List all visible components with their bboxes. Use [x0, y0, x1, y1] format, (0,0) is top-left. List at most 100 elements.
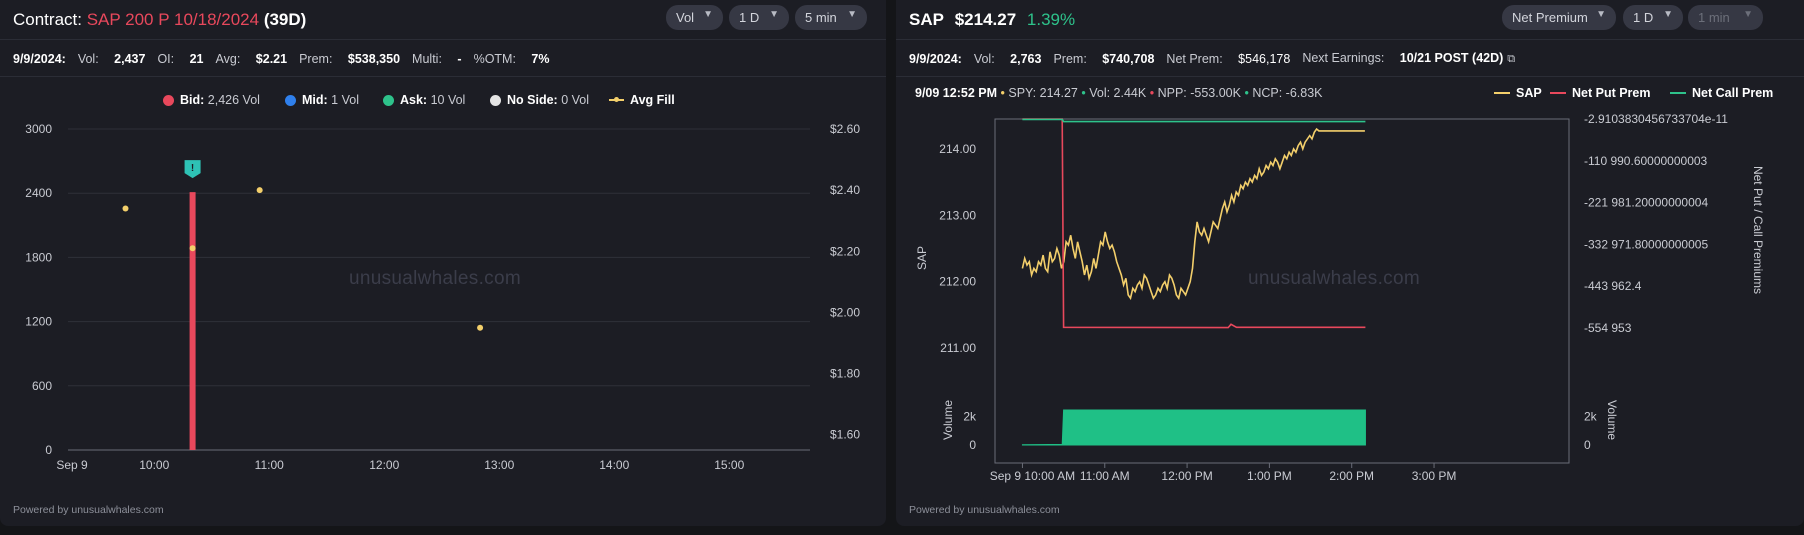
- option-volume-panel: Contract: SAP 200 P 10/18/2024 (39D) Vol…: [0, 0, 886, 526]
- x-tick-label: Sep 9: [56, 458, 88, 472]
- stat-volume: Vol: 2,763: [973, 51, 1042, 66]
- stats-date: 9/9/2024:: [13, 51, 66, 66]
- info-ncp: NCP: -6.83K: [1252, 86, 1323, 100]
- alert-flag-icon: [184, 160, 201, 179]
- stats-date: 9/9/2024:: [909, 51, 962, 66]
- y-right-tick-label: $1.60: [830, 428, 860, 442]
- y-right-tick-label: $2.20: [830, 244, 860, 258]
- y-left-tick-label: 0: [45, 443, 52, 457]
- x-tick-label: 14:00: [599, 458, 629, 472]
- ask-dot-icon: [383, 94, 394, 106]
- chevron-down-icon: ▼: [1743, 9, 1753, 20]
- chevron-down-icon: ▼: [1596, 9, 1606, 20]
- chevron-down-icon: ▼: [703, 9, 713, 20]
- range-dropdown-value: 1 D: [1633, 10, 1654, 25]
- legend-sap[interactable]: SAP: [1494, 86, 1542, 100]
- premium-type-dropdown-value: Net Premium: [1512, 10, 1588, 25]
- stat-premium: Prem: $538,350: [299, 51, 401, 66]
- interval-dropdown-value: 5 min: [805, 10, 837, 25]
- volume-tick-label: 0: [969, 438, 976, 452]
- net-call-line-icon: [1670, 92, 1686, 94]
- mid-dot-icon: [285, 94, 296, 106]
- stat-oi: OI: 21: [157, 51, 204, 66]
- y-right-tick-label: $2.00: [830, 305, 860, 319]
- x-tick-label: 3:00 PM: [1412, 469, 1457, 483]
- x-tick-label: 10:00: [139, 458, 169, 472]
- stat-multi: Multi: -: [412, 51, 462, 66]
- watermark: unusualwhales.com: [1248, 268, 1420, 289]
- ticker-symbol[interactable]: SAP: [909, 9, 944, 29]
- metric-dropdown[interactable]: Vol ▼: [666, 5, 723, 30]
- option-volume-chart: 0 600 1200 1800 2400 3000 $1.60 $1.80 $2.00 $2.20…: [25, 122, 860, 472]
- y-right-tick-label: -554 953: [1584, 321, 1632, 335]
- y-left-axis-label: SAP: [915, 246, 929, 270]
- contract-name[interactable]: SAP 200 P 10/18/2024: [86, 9, 260, 29]
- y-left-tick-label: 213.00: [939, 208, 976, 222]
- contract-title: Contract: SAP 200 P 10/18/2024 (39D): [13, 10, 306, 30]
- crosshair-info: 9/09 12:52 PM • SPY: 214.27 • Vol: 2.44K…: [915, 86, 1323, 100]
- legend-net-put[interactable]: Net Put Prem: [1550, 86, 1651, 100]
- avg-fill-point: [122, 205, 129, 212]
- info-npp: NPP: -553.00K: [1157, 86, 1241, 100]
- contract-stats-bar: 9/9/2024: Vol: 2,437 OI: 21 Avg: $2.21 P…: [0, 41, 886, 77]
- stat-premium: Prem: $740,708: [1053, 51, 1155, 66]
- x-tick-label: 12:00: [369, 458, 399, 472]
- legend-no-side[interactable]: No Side: 0 Vol: [490, 93, 589, 107]
- legend-net-call[interactable]: Net Call Prem: [1670, 86, 1773, 100]
- y-left-tick-label: 212.00: [939, 275, 976, 289]
- chevron-down-icon: ▼: [769, 9, 779, 20]
- range-dropdown[interactable]: 1 D ▼: [729, 5, 789, 30]
- legend-avg-fill[interactable]: Avg Fill: [609, 93, 675, 107]
- y-right-tick-label: -443 962.4: [1584, 279, 1642, 293]
- y-left-tick-label: 1800: [25, 250, 52, 264]
- stat-net-premium: Net Prem: $546,178: [1166, 51, 1291, 66]
- legend-bid[interactable]: Bid: 2,426 Vol: [163, 93, 260, 107]
- powered-by-footer: Powered by unusualwhales.com: [13, 504, 164, 516]
- legend-ask[interactable]: Ask: 10 Vol: [383, 93, 465, 107]
- ticker-stats-bar: 9/9/2024: Vol: 2,763 Prem: $740,708 Net …: [896, 41, 1804, 77]
- avg-fill-point: [189, 245, 196, 252]
- y-left-tick-label: 2400: [25, 186, 52, 200]
- contract-label: Contract:: [13, 9, 82, 29]
- interval-dropdown[interactable]: 5 min ▼: [795, 5, 867, 30]
- volume-area: [1021, 409, 1366, 446]
- y-right-tick-label: $1.80: [830, 367, 860, 381]
- legend-mid[interactable]: Mid: 1 Vol: [285, 93, 359, 107]
- interval-dropdown[interactable]: 1 min ▼: [1688, 5, 1763, 30]
- net-premium-chart: 211.00 212.00 213.00 214.00 -2.9103830456733…: [915, 112, 1765, 483]
- y-right-tick-label: $2.40: [830, 183, 860, 197]
- x-tick-label: 15:00: [714, 458, 744, 472]
- y-left-tick-label: 600: [32, 379, 52, 393]
- net-put-line-icon: [1550, 92, 1566, 94]
- y-right-tick-label: -2.9103830456733704e-11: [1584, 112, 1728, 126]
- range-dropdown[interactable]: 1 D ▼: [1623, 5, 1683, 30]
- premium-type-dropdown[interactable]: Net Premium ▼: [1502, 5, 1616, 30]
- stat-volume: Vol: 2,437: [77, 51, 146, 66]
- volume-tick-label-right: 0: [1584, 438, 1591, 452]
- ticker-title: SAP $214.27 1.39%: [909, 10, 1075, 30]
- powered-by-footer: Powered by unusualwhales.com: [909, 504, 1060, 516]
- y-right-axis-label: Net Put / Call Premiums: [1751, 166, 1765, 294]
- y-left-tick-label: 211.00: [940, 341, 976, 355]
- y-left-tick-label: 1200: [25, 315, 52, 329]
- y-right-tick-label: $2.60: [830, 122, 860, 136]
- range-dropdown-value: 1 D: [739, 10, 760, 25]
- stat-otm: %OTM: 7%: [473, 51, 550, 66]
- volume-axis-label: Volume: [941, 400, 955, 440]
- ticker-header: SAP $214.27 1.39%: [896, 0, 1804, 40]
- stat-next-earnings[interactable]: Next Earnings: 10/21 POST (42D) ⧉: [1302, 51, 1516, 65]
- volume-tick-label-right: 2k: [1584, 409, 1598, 423]
- y-right-tick-label: -221 981.20000000004: [1584, 196, 1708, 210]
- external-link-icon[interactable]: ⧉: [1507, 53, 1516, 65]
- series-line-net-put-prem: [1022, 118, 1366, 329]
- info-time: 9/09 12:52 PM: [915, 86, 997, 100]
- alert-flag-label: !: [191, 163, 194, 174]
- contract-dte: (39D): [263, 9, 307, 29]
- interval-dropdown-value: 1 min: [1698, 10, 1730, 25]
- avg-fill-point: [477, 324, 484, 331]
- watermark: unusualwhales.com: [349, 268, 521, 289]
- y-left-tick-label: 3000: [25, 122, 52, 136]
- volume-tick-label: 2k: [963, 409, 977, 423]
- x-tick-label: 12:00 PM: [1161, 469, 1212, 483]
- avg-fill-point: [256, 187, 263, 194]
